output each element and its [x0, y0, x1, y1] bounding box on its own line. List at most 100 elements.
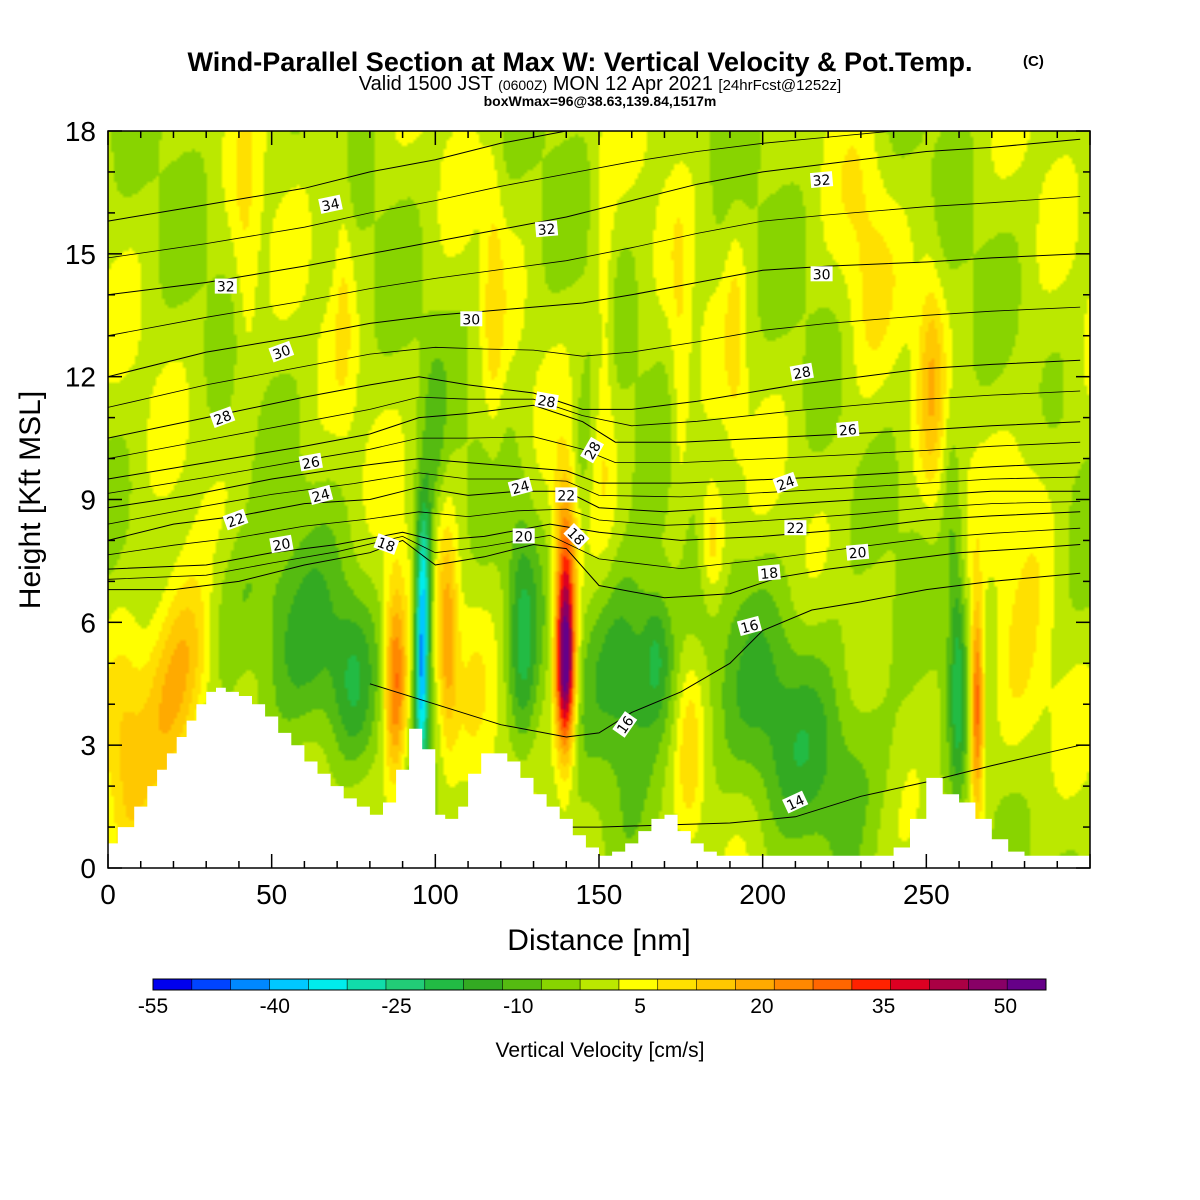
colorbar-tick-label: 20	[750, 995, 773, 1018]
colorbar-tick-label: -55	[138, 995, 168, 1018]
colorbar-frame	[152, 978, 1047, 991]
contour-label-text: 22	[786, 521, 804, 537]
y-tick-label: 15	[65, 239, 96, 270]
contour-label-text: 24	[510, 478, 531, 498]
theta-contour-minor	[107, 472, 1081, 525]
contour-label: 22	[222, 508, 249, 532]
colorbar-swatch	[424, 979, 464, 990]
y-tick-label: 12	[65, 362, 96, 393]
contour-label-text: 28	[212, 408, 234, 429]
contour-label-text: 28	[792, 364, 812, 383]
colorbar-swatch	[735, 979, 775, 990]
x-axis-label: Distance [nm]	[507, 924, 690, 957]
colorbar-swatch	[580, 979, 620, 990]
contour-label: 26	[298, 452, 323, 473]
colorbar-swatch	[230, 979, 270, 990]
theta-contour-minor	[107, 527, 1081, 580]
theta-contour-minor	[107, 306, 1081, 408]
colorbar-tick-label: -40	[260, 995, 290, 1018]
y-tick-label: 9	[80, 485, 96, 516]
contour-label-text: 26	[301, 454, 321, 473]
colorbar-swatch	[347, 979, 387, 990]
colorbar-swatch	[153, 979, 193, 990]
colorbar-tick-label: -10	[503, 995, 533, 1018]
theta-contour-minor	[107, 196, 1081, 337]
colorbar-swatch	[851, 979, 891, 990]
theta-contour-minor	[107, 436, 1081, 494]
colorbar-swatch	[890, 979, 930, 990]
theta-contour-minor	[107, 130, 1025, 259]
colorbar-tick-label: 5	[634, 995, 646, 1018]
contour-label-text: 18	[760, 565, 779, 582]
colorbar-swatch	[463, 979, 503, 990]
valid-utc: (0600Z)	[498, 77, 547, 93]
colorbar-swatch	[385, 979, 426, 990]
contour-label: 16	[736, 615, 763, 637]
colorbar-label: Vertical Velocity [cm/s]	[496, 1039, 705, 1062]
contour-label-text: 16	[739, 617, 760, 637]
contour-label-text: 22	[557, 488, 575, 504]
contour-label: 28	[534, 391, 559, 412]
contour-label: 30	[810, 266, 833, 283]
contour-label-text: 34	[320, 196, 341, 215]
contour-label-text: 30	[813, 267, 831, 283]
colorbar-swatch	[968, 979, 1008, 990]
contour-label-text: 20	[272, 536, 292, 555]
colorbar-swatch	[774, 979, 814, 990]
colorbar-swatch	[618, 979, 659, 990]
contour-labels: 34 32 32 32 30 30 30 28 28 28 28 26 26 24 24 24 22 22 22 20…	[209, 171, 870, 814]
contour-label-text: 28	[536, 393, 556, 412]
x-tick-label: 150	[576, 879, 623, 910]
colorbar-swatch	[1007, 979, 1047, 990]
x-tick-label: 50	[256, 879, 287, 910]
y-tick-label: 0	[80, 853, 96, 884]
contour-label: 30	[268, 340, 295, 364]
colorbar-swatch	[929, 979, 969, 990]
contour-label-text: 20	[515, 529, 533, 545]
contour-label-text: 32	[812, 172, 831, 189]
contour-label-text: 20	[848, 545, 867, 562]
contour-label-text: 24	[310, 486, 331, 506]
forecast-info: [24hrFcst@1252z]	[718, 77, 841, 94]
contour-label: 22	[555, 487, 578, 504]
potential-temperature-contours	[107, 130, 1081, 828]
colorbar-swatch	[657, 979, 697, 990]
contour-label: 20	[269, 534, 294, 555]
theta-contour-minor	[107, 501, 1081, 556]
contour-label: 24	[308, 484, 334, 506]
contour-label: 32	[809, 171, 834, 190]
contour-label: 14	[782, 790, 809, 814]
contour-label-text: 14	[784, 792, 807, 814]
chart-title: Wind-Parallel Section at Max W: Vertical…	[188, 47, 973, 77]
y-tick-label: 18	[65, 116, 96, 147]
contour-label: 22	[784, 520, 807, 537]
x-tick-label: 0	[100, 879, 116, 910]
contour-label: 18	[373, 533, 400, 556]
y-tick-label: 6	[80, 607, 96, 638]
x-tick-label: 100	[412, 879, 459, 910]
theta-contour-20	[107, 511, 1081, 570]
contour-label: 28	[209, 406, 236, 429]
valid-date: MON 12 Apr 2021	[553, 73, 713, 95]
colorbar-swatch	[191, 979, 231, 990]
contour-label-text: 26	[838, 422, 857, 439]
contour-label: 28	[789, 362, 814, 383]
contour-label: 32	[534, 220, 559, 239]
colorbar-swatch	[269, 979, 309, 990]
colorbar: -55 -40 -25 -10 5 20 35 50	[138, 978, 1047, 1018]
y-axis-label: Height [Kft MSL]	[14, 391, 47, 609]
x-tick-label: 200	[739, 879, 786, 910]
theta-contour-16	[369, 572, 1081, 738]
terrain-mask	[108, 687, 1090, 868]
contour-label: 24	[772, 471, 799, 495]
contour-label-text: 24	[775, 473, 797, 494]
theta-contour-30	[107, 253, 1081, 378]
contour-label-text: 22	[225, 510, 247, 531]
theta-contour-26	[107, 404, 1081, 480]
contour-label-text: 18	[375, 535, 397, 556]
contour-label-text: 30	[271, 342, 293, 363]
colorbar-tick-label: -25	[381, 995, 411, 1018]
contour-label: 28	[580, 436, 605, 464]
colorbar-swatch	[308, 979, 348, 990]
